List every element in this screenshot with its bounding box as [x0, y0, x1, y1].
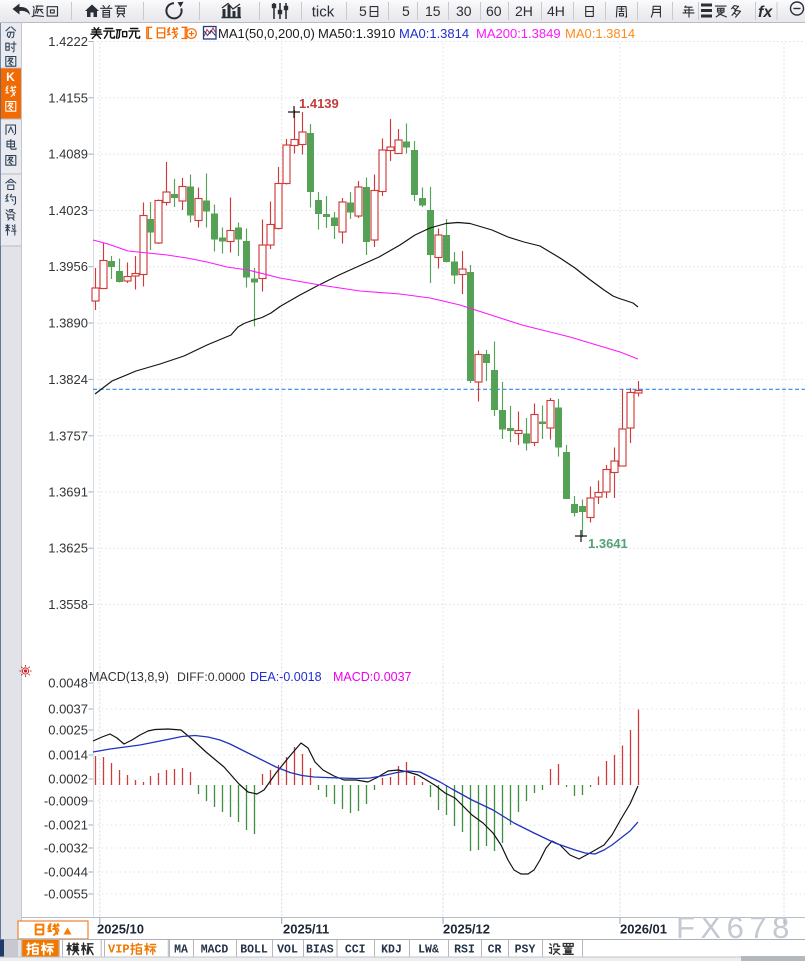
svg-text:0.0037: 0.0037: [48, 702, 88, 717]
svg-text:1.3691: 1.3691: [48, 484, 88, 499]
svg-text:1.3757: 1.3757: [48, 428, 88, 443]
svg-text:DIFF:0.0000: DIFF:0.0000: [177, 670, 246, 684]
svg-text:K: K: [6, 70, 15, 84]
svg-text:0.0025: 0.0025: [48, 723, 88, 738]
svg-text:BIAS: BIAS: [306, 944, 334, 957]
svg-text:30: 30: [456, 3, 472, 19]
svg-text:-0.0055: -0.0055: [44, 887, 88, 902]
svg-text:VOL: VOL: [277, 944, 298, 957]
svg-text:MA1(50,0,200,0): MA1(50,0,200,0): [218, 26, 315, 41]
svg-text:1.3890: 1.3890: [48, 316, 88, 331]
svg-text:1.3558: 1.3558: [48, 597, 88, 612]
svg-text:CCI: CCI: [345, 944, 366, 957]
svg-text:MACD(13,8,9): MACD(13,8,9): [89, 670, 169, 684]
svg-text:1.3824: 1.3824: [48, 372, 88, 387]
svg-text:2H: 2H: [515, 3, 533, 19]
svg-text:1.4089: 1.4089: [48, 147, 88, 162]
svg-text:0.0002: 0.0002: [48, 772, 88, 787]
svg-text:MA0:1.3814: MA0:1.3814: [399, 26, 469, 41]
svg-text:LW&: LW&: [418, 944, 439, 957]
svg-text:BOLL: BOLL: [240, 944, 268, 957]
svg-text:KDJ: KDJ: [381, 944, 402, 957]
svg-text:-0.0032: -0.0032: [44, 841, 88, 856]
svg-text:1.4222: 1.4222: [48, 34, 88, 49]
svg-text:1.4139: 1.4139: [299, 96, 339, 111]
svg-text:2025/10: 2025/10: [97, 922, 144, 937]
svg-text:2025/12: 2025/12: [443, 922, 490, 937]
svg-text:MA: MA: [174, 944, 188, 957]
svg-text:4H: 4H: [547, 3, 565, 19]
svg-text:15: 15: [425, 3, 441, 19]
svg-text:DEA:-0.0018: DEA:-0.0018: [250, 670, 322, 684]
svg-text:-0.0021: -0.0021: [44, 818, 88, 833]
svg-text:0.0014: 0.0014: [48, 748, 88, 763]
svg-text:MA50:1.3910: MA50:1.3910: [318, 26, 395, 41]
svg-text:MACD:0.0037: MACD:0.0037: [333, 670, 412, 684]
svg-text:5: 5: [402, 3, 410, 19]
svg-text:MACD: MACD: [201, 944, 229, 957]
svg-text:1.4155: 1.4155: [48, 90, 88, 105]
svg-text:fx: fx: [758, 4, 773, 21]
svg-text:2026/01: 2026/01: [620, 922, 667, 937]
svg-text:tick: tick: [312, 4, 335, 21]
svg-text:RSI: RSI: [454, 944, 475, 957]
svg-text:1.3956: 1.3956: [48, 259, 88, 274]
svg-text:-0.0044: -0.0044: [44, 865, 88, 880]
svg-text:1.4023: 1.4023: [48, 203, 88, 218]
svg-text:2025/11: 2025/11: [283, 922, 329, 937]
svg-text:MA200:1.3849: MA200:1.3849: [476, 26, 561, 41]
svg-text:0.0048: 0.0048: [48, 676, 88, 691]
svg-text:PSY: PSY: [515, 944, 536, 957]
svg-text:5: 5: [359, 3, 367, 19]
svg-text:60: 60: [486, 3, 502, 19]
svg-text:1.3625: 1.3625: [48, 541, 88, 556]
svg-text:MA0:1.3814: MA0:1.3814: [565, 26, 635, 41]
svg-text:VIP: VIP: [108, 943, 130, 957]
svg-text:1.3641: 1.3641: [588, 536, 628, 551]
svg-text:CR: CR: [488, 944, 502, 957]
svg-text:-0.0009: -0.0009: [44, 794, 88, 809]
